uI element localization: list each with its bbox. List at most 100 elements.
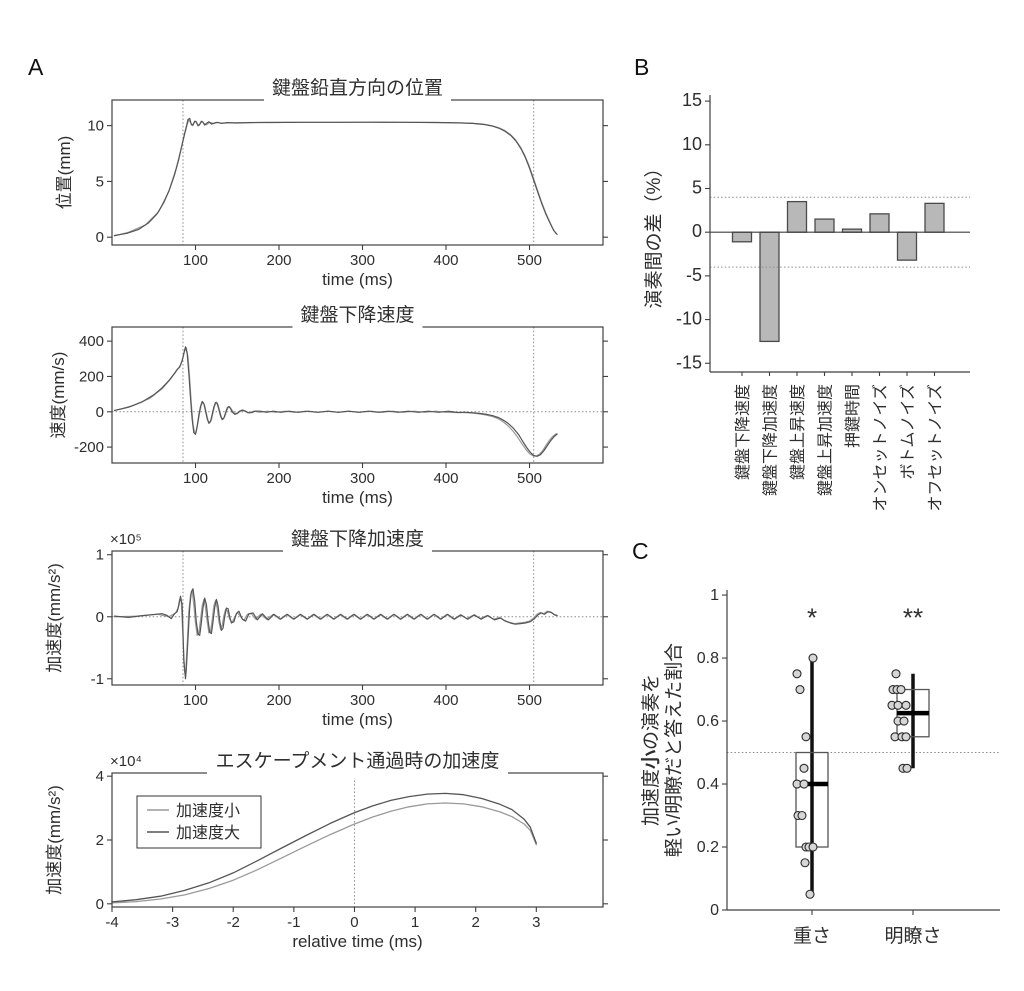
plot-a2: 100 200 300 400 500 -200 0 200 400 鍵盤下降速度 time (ms… [49,304,608,507]
y-tick-label: 5 [96,173,104,190]
legend-box [136,795,262,849]
plot-a4: -4 -3 -2 -1 0 1 2 3 0 2 4 エスケープメント通過時の加速度 ×10⁴ relati… [45,750,608,951]
x-axis-label: relative time (ms) [292,932,422,951]
x-tick-label: 400 [433,252,458,269]
plot-a3: 100 200 300 400 500 -1 0 1 鍵盤下降加速度 ×10⁵ time (ms) 加… [45,528,608,729]
data-point [901,700,911,710]
data-point [805,889,815,899]
x-tick-label: 200 [266,470,291,487]
y-axis-label: 位置(mm) [55,136,74,210]
y-axis-label: 演奏間の差（%） [643,159,665,309]
data-point [799,763,809,773]
category-label: 明瞭さ [884,925,941,947]
x-tick-label: -3 [166,914,179,931]
bar-0 [731,231,753,243]
x-axis-label: time (ms) [322,270,393,289]
plot-title: エスケープメント通過時の加速度 [216,750,500,772]
data-point [901,732,911,742]
y-axis-label: 加速度(mm/s²) [45,785,64,895]
x-axis-label: time (ms) [322,710,393,729]
x-tick-label: 500 [517,470,542,487]
y-tick-label: 0 [692,221,702,241]
bar-5 [869,213,890,233]
data-point [808,842,818,852]
y-tick-label: 400 [79,333,104,350]
title-gap [264,96,451,105]
legend-label: 加速度大 [176,824,240,842]
y-axis-label: 加速度(mm/s²) [45,563,64,673]
bar-7 [924,202,945,233]
series-take1-dark [113,346,558,457]
plot-title: 鍵盤下降速度 [300,304,414,326]
data-point [792,669,802,679]
x-tick-label: -2 [227,914,240,931]
x-tick-label: 100 [183,470,208,487]
series-take1-dark [113,588,558,680]
x-tick-label: 1 [411,914,419,931]
y-axis-label: 軽い/明瞭だと答えた割合 [663,643,685,857]
plot-a1: 100 200 300 400 500 0 5 10 鍵盤鉛直方向の位置 time (ms) 位置(… [55,77,608,289]
x-tick-label: -4 [105,914,118,931]
y-axis-label: 加速度小の演奏を [640,674,662,826]
exponent-label: ×10⁴ [110,753,142,770]
y-tick-label: 10 [682,134,702,154]
bar-3 [814,218,835,233]
x-tick-label: 300 [350,692,375,709]
y-tick-label: 0.6 [697,713,719,730]
series-take1-dark [113,117,558,237]
panel-label-a: A [28,54,44,80]
bar-1 [759,231,780,343]
series-take2-light [113,119,557,237]
series-accel-small-light [111,802,537,904]
x-tick-label: 100 [183,692,208,709]
exponent-label: ×10⁵ [110,531,142,548]
y-tick-label: 1 [96,547,104,564]
data-point [797,810,807,821]
series-accel-large-dark [111,792,537,903]
x-tick-label: 500 [517,692,542,709]
title-gap [207,769,508,778]
y-tick-label: 1 [710,587,719,604]
y-tick-label: -1 [91,671,104,688]
y-tick-label: 10 [87,118,104,135]
x-tick-label: 500 [517,252,542,269]
data-point [799,779,809,789]
bar-2 [786,200,808,233]
x-tick-label: 100 [183,252,208,269]
x-tick-label: 300 [350,470,375,487]
y-tick-label: 0 [96,896,104,913]
y-tick-label: -15 [676,352,702,372]
x-tick-label: 300 [350,252,375,269]
series-take2-light [113,590,558,677]
y-tick-label: 4 [96,768,104,785]
x-tick-label: -1 [287,914,300,931]
category-label: 鍵盤下降加速度 [762,384,780,496]
data-point [891,669,901,679]
data-point [795,684,805,695]
y-tick-label: 200 [79,368,104,385]
legend-label: 加速度小 [176,802,240,820]
y-tick-label: 0.8 [697,650,719,667]
data-point [893,700,903,710]
plot-b: -15 -10 -5 0 5 10 15 鍵盤下降速度 鍵盤下降加速度 鍵盤上昇速度 鍵盤上昇加速度… [643,90,970,512]
y-tick-label: 0 [710,902,719,919]
category-label: 重さ [793,925,831,947]
category-label: 鍵盤下降速度 [734,384,752,480]
x-tick-label: 0 [350,914,358,931]
series-take2-light [113,347,557,457]
category-label: ボトムノイズ [899,384,917,480]
y-tick-label: -10 [676,309,702,329]
x-tick-label: 200 [266,252,291,269]
x-tick-label: 2 [472,914,480,931]
x-tick-label: 3 [532,914,540,931]
category-label: 鍵盤上昇速度 [789,384,807,480]
title-gap [292,323,423,332]
data-point [896,684,906,695]
y-tick-label: 2 [96,832,104,849]
data-point [801,732,811,742]
plot-title: 鍵盤鉛直方向の位置 [272,77,443,99]
data-point [808,653,818,663]
